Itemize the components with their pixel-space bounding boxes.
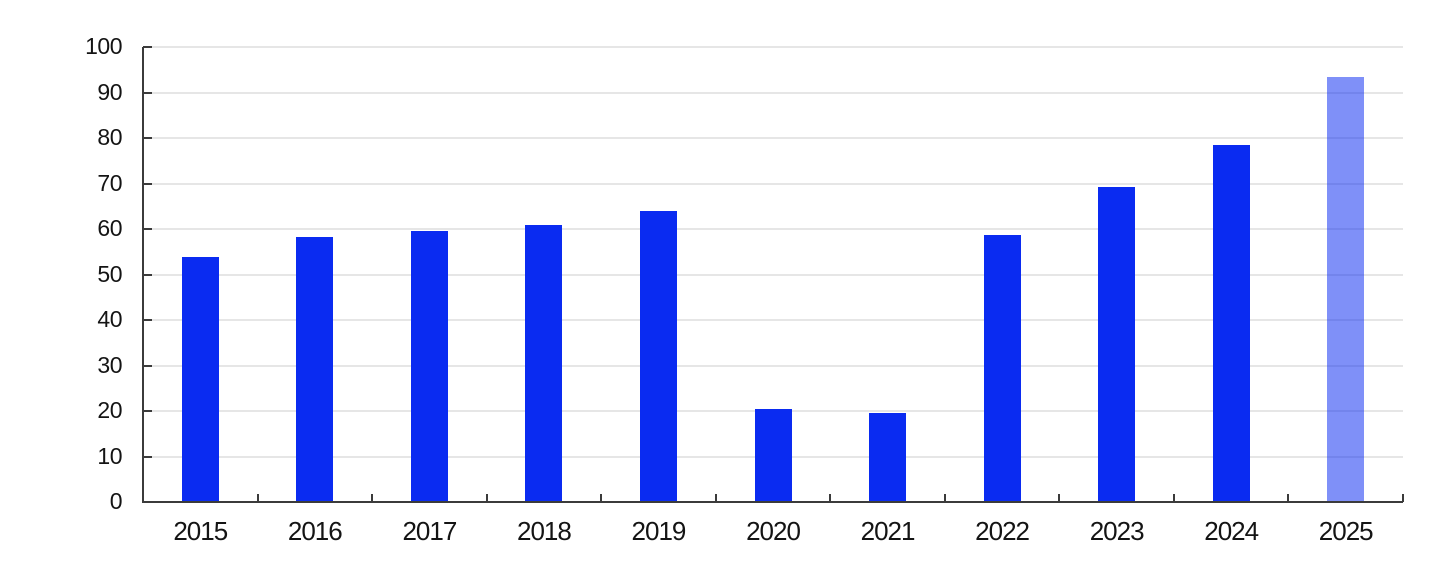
- y-axis-label: 20: [97, 397, 122, 423]
- x-axis-tick: [714, 494, 717, 502]
- x-axis-label: 2019: [631, 516, 687, 546]
- y-axis-tick: [143, 182, 152, 185]
- gridline: [143, 228, 1403, 230]
- x-axis-label: 2016: [287, 516, 343, 546]
- bar-chart: 0 10 20 30 40 50 60 70 80 90 100 2015 2016 2017 2018 20…: [40, 16, 1445, 568]
- gridline: [143, 364, 1403, 367]
- bar-2025: [1327, 76, 1365, 502]
- y-axis-label: 100: [85, 33, 122, 59]
- y-axis-label: 90: [97, 78, 122, 105]
- x-axis-label: 2018: [516, 516, 572, 546]
- y-axis-tick: [143, 91, 152, 94]
- y-axis-label: 0: [109, 488, 123, 514]
- x-axis-tick: [943, 494, 946, 502]
- y-axis-tick: [143, 455, 152, 458]
- x-axis-label: 2015: [173, 516, 228, 546]
- x-axis-tick: [1058, 494, 1061, 502]
- x-axis-tick: [485, 494, 488, 502]
- bar-2020: [754, 408, 792, 502]
- x-axis-label: 2017: [402, 516, 457, 546]
- x-axis-tick: [829, 494, 832, 502]
- y-axis-tick: [143, 46, 152, 48]
- y-axis-tick: [143, 228, 152, 230]
- x-axis-label: 2024: [1204, 516, 1259, 546]
- x-axis-tick: [1172, 494, 1175, 502]
- bar-2018: [525, 225, 563, 502]
- y-axis-label: 60: [97, 215, 122, 241]
- bar-2023: [1098, 187, 1136, 502]
- x-axis-label: 2025: [1318, 516, 1374, 546]
- y-axis-label: 80: [97, 124, 122, 150]
- y-axis-tick: [143, 319, 152, 321]
- x-axis-tick: [600, 494, 603, 502]
- x-axis-tick: [1402, 494, 1404, 502]
- bar-2022: [983, 234, 1021, 502]
- bar-2024: [1212, 144, 1250, 502]
- y-axis-label: 30: [97, 351, 122, 378]
- plot-area: [142, 46, 1404, 503]
- gridline: [143, 273, 1403, 276]
- x-axis-label: 2023: [1089, 516, 1145, 546]
- y-axis-tick: [143, 410, 152, 412]
- x-axis-tick: [371, 494, 374, 502]
- y-axis-tick: [143, 364, 152, 367]
- gridline: [143, 182, 1403, 185]
- x-axis-label: 2022: [975, 516, 1030, 546]
- gridline: [143, 91, 1403, 94]
- y-axis-label: 10: [97, 442, 122, 469]
- y-axis-label: 50: [97, 260, 122, 287]
- y-axis-label: 70: [97, 169, 122, 196]
- bar-2019: [639, 211, 677, 502]
- x-axis-label: 2020: [746, 516, 801, 546]
- x-axis-line: [142, 501, 1403, 503]
- bar-2016: [296, 237, 334, 502]
- gridline: [143, 319, 1403, 321]
- y-axis-line: [142, 47, 144, 502]
- x-axis-label: 2021: [860, 516, 916, 546]
- bar-2015: [181, 257, 219, 502]
- bar-2017: [410, 231, 448, 502]
- bar-2021: [869, 412, 907, 502]
- gridline: [143, 137, 1403, 139]
- y-axis-tick: [143, 137, 152, 139]
- x-axis-tick: [256, 494, 259, 502]
- y-axis-label: 40: [97, 306, 122, 332]
- gridline: [143, 46, 1403, 48]
- x-axis-tick: [1287, 494, 1290, 502]
- y-axis-tick: [143, 273, 152, 276]
